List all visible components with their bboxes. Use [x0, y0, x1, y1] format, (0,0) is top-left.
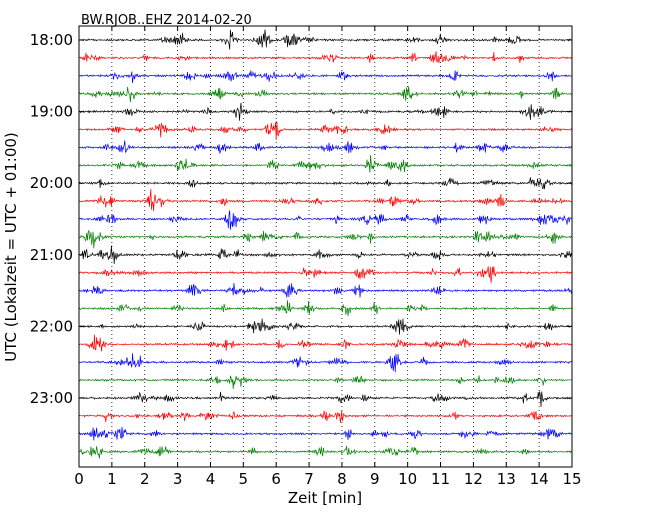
seismic-trace	[78, 334, 573, 352]
grid-lines	[111, 26, 540, 467]
x-tick-label: 0	[74, 470, 84, 488]
x-tick-label: 9	[370, 470, 380, 488]
x-tick-label: 1	[107, 470, 117, 488]
seismic-trace	[78, 210, 573, 230]
seismic-trace	[78, 445, 573, 459]
x-tick-label: 12	[464, 470, 483, 488]
x-tick-label: 13	[497, 470, 516, 488]
seismic-trace	[78, 266, 573, 284]
y-tick-label: 21:00	[30, 246, 73, 264]
seismic-trace	[78, 70, 573, 84]
x-tick-label: 11	[431, 470, 450, 488]
seismic-trace	[78, 51, 573, 64]
y-axis-label: UTC (Lokalzeit = UTC + 01:00)	[2, 132, 20, 362]
y-tick-label: 18:00	[30, 31, 73, 49]
seismic-trace	[78, 318, 573, 335]
seismic-trace	[78, 353, 573, 373]
x-tick-label: 5	[239, 470, 249, 488]
seismic-trace	[78, 230, 573, 249]
y-tick-label: 23:00	[30, 389, 73, 407]
seismic-trace	[78, 300, 573, 317]
seismic-trace	[78, 245, 573, 264]
y-tick-label: 19:00	[30, 103, 73, 121]
x-tick-label: 4	[206, 470, 216, 488]
x-tick-label: 2	[140, 470, 150, 488]
plot-frame	[78, 25, 573, 468]
y-tick-label: 22:00	[30, 317, 73, 335]
seismic-trace	[78, 86, 573, 103]
seismic-trace	[78, 177, 573, 190]
x-tick-label: 10	[398, 470, 417, 488]
seismic-trace	[78, 375, 573, 389]
seismic-trace	[78, 140, 573, 155]
x-tick-label: 7	[304, 470, 314, 488]
x-axis-label: Zeit [min]	[288, 489, 362, 507]
seismic-trace	[78, 391, 573, 407]
seismic-trace	[78, 29, 573, 50]
seismic-trace	[78, 121, 573, 140]
y-tick-label: 20:00	[30, 174, 73, 192]
x-tick-label: 8	[337, 470, 347, 488]
seismic-trace	[78, 283, 573, 298]
seismic-trace	[78, 102, 573, 121]
x-tick-label: 14	[530, 470, 549, 488]
seismic-trace	[78, 426, 573, 441]
x-tick-label: 15	[562, 470, 581, 488]
seismic-trace	[78, 155, 573, 173]
x-tick-label: 6	[271, 470, 281, 488]
seismic-trace	[78, 410, 573, 423]
chart-title: BW.RJOB..EHZ 2014-02-20	[81, 13, 252, 28]
traces	[78, 29, 573, 459]
y-axis: 18:00 19:00 20:00 21:00 22:00 23:00	[30, 31, 572, 407]
x-axis: 0 1 2 3 4 5 6 7 8 9 10 11 12 13 14 15	[74, 26, 582, 488]
seismic-trace	[78, 188, 573, 212]
x-tick-label: 3	[173, 470, 183, 488]
